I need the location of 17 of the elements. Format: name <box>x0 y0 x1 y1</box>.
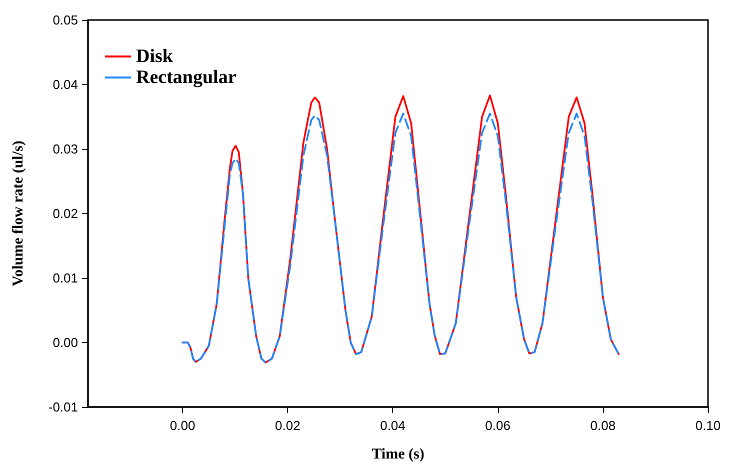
y-tick-label: 0.00 <box>52 335 78 350</box>
y-axis-title: Volume flow rate (ul/s) <box>10 140 26 286</box>
x-axis-title: Time (s) <box>372 446 424 462</box>
y-tick-label: 0.01 <box>52 270 78 286</box>
legend-label: Disk <box>136 46 174 67</box>
y-tick-label: 0.04 <box>52 77 78 92</box>
y-tick-label: -0.01 <box>48 400 78 414</box>
x-tick-label: 0.00 <box>170 418 196 433</box>
x-tick-label: 0.10 <box>695 418 721 433</box>
legend-label: Rectangular <box>136 67 237 88</box>
x-tick-label: 0.06 <box>485 418 510 433</box>
y-tick-label: 0.02 <box>52 206 78 221</box>
y-tick-label: 0.05 <box>52 12 78 28</box>
x-tick-label: 0.02 <box>275 418 300 433</box>
x-tick-label: 0.04 <box>380 418 406 433</box>
x-tick-label: 0.08 <box>590 418 616 433</box>
y-tick-label: 0.03 <box>52 142 78 156</box>
